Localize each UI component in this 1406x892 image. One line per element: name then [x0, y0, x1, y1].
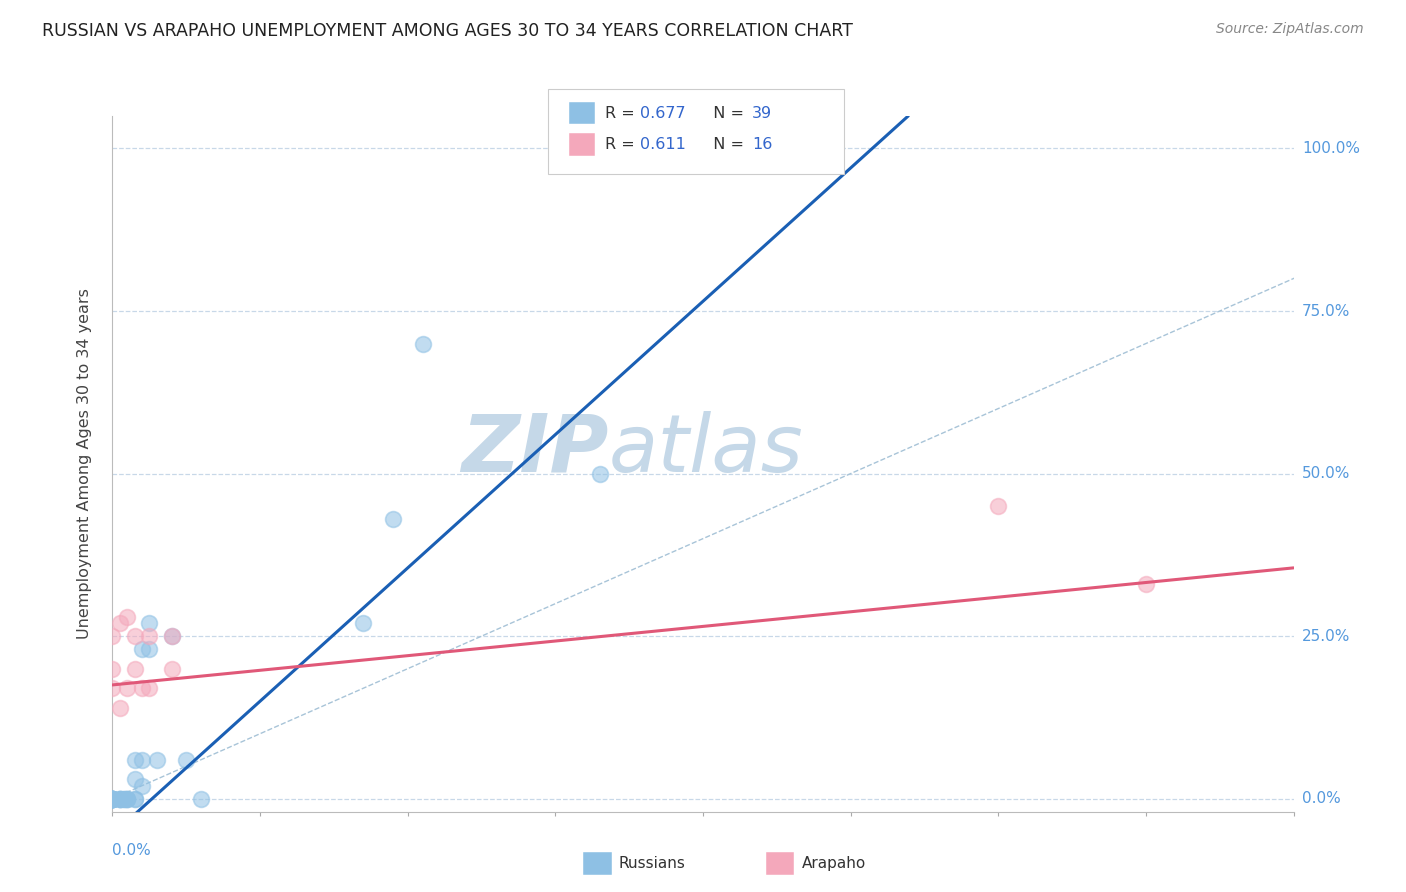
- Point: [101, 629, 124, 643]
- Point: [1135, 577, 1157, 591]
- Text: 0.0%: 0.0%: [1302, 791, 1340, 806]
- Point: [588, 467, 610, 481]
- Point: [160, 662, 183, 676]
- Point: [117, 791, 138, 805]
- Text: R =: R =: [605, 137, 644, 152]
- Y-axis label: Unemployment Among Ages 30 to 34 years: Unemployment Among Ages 30 to 34 years: [77, 288, 93, 640]
- Point: [112, 791, 135, 805]
- Point: [108, 791, 131, 805]
- Text: R =: R =: [605, 106, 640, 120]
- Text: 25.0%: 25.0%: [1302, 629, 1350, 644]
- Text: ZIP: ZIP: [461, 411, 609, 489]
- Point: [117, 681, 138, 695]
- Point: [382, 512, 405, 526]
- Point: [146, 753, 169, 767]
- Point: [101, 791, 124, 805]
- Point: [101, 791, 124, 805]
- Text: Russians: Russians: [619, 856, 686, 871]
- Point: [101, 791, 124, 805]
- Point: [124, 662, 146, 676]
- Point: [101, 791, 124, 805]
- Point: [190, 791, 212, 805]
- Point: [101, 791, 124, 805]
- Text: N =: N =: [703, 137, 749, 152]
- Text: RUSSIAN VS ARAPAHO UNEMPLOYMENT AMONG AGES 30 TO 34 YEARS CORRELATION CHART: RUSSIAN VS ARAPAHO UNEMPLOYMENT AMONG AG…: [42, 22, 853, 40]
- Text: 0.0%: 0.0%: [112, 843, 152, 858]
- Point: [131, 642, 153, 657]
- Point: [108, 700, 131, 714]
- Point: [124, 753, 146, 767]
- Point: [101, 791, 124, 805]
- Text: 39: 39: [752, 106, 772, 120]
- Point: [987, 499, 1010, 513]
- Point: [124, 791, 146, 805]
- Point: [174, 753, 197, 767]
- Point: [160, 629, 183, 643]
- Point: [131, 779, 153, 793]
- Point: [108, 616, 131, 631]
- Point: [101, 791, 124, 805]
- Point: [101, 791, 124, 805]
- Point: [160, 629, 183, 643]
- Point: [117, 791, 138, 805]
- Point: [138, 681, 160, 695]
- Text: Source: ZipAtlas.com: Source: ZipAtlas.com: [1216, 22, 1364, 37]
- Text: 75.0%: 75.0%: [1302, 303, 1350, 318]
- Point: [117, 791, 138, 805]
- Point: [138, 616, 160, 631]
- Point: [101, 791, 124, 805]
- Point: [101, 791, 124, 805]
- Text: Arapaho: Arapaho: [801, 856, 866, 871]
- Point: [108, 791, 131, 805]
- Point: [101, 791, 124, 805]
- Text: 100.0%: 100.0%: [1302, 141, 1360, 156]
- Point: [112, 791, 135, 805]
- Point: [124, 791, 146, 805]
- Point: [352, 616, 374, 631]
- Point: [138, 629, 160, 643]
- Text: 0.611: 0.611: [640, 137, 686, 152]
- Text: 16: 16: [752, 137, 772, 152]
- Text: 0.677: 0.677: [640, 106, 685, 120]
- Point: [117, 609, 138, 624]
- Point: [411, 336, 433, 351]
- Point: [124, 772, 146, 787]
- Point: [131, 753, 153, 767]
- Point: [124, 629, 146, 643]
- Text: atlas: atlas: [609, 411, 803, 489]
- Point: [108, 791, 131, 805]
- Text: 50.0%: 50.0%: [1302, 467, 1350, 481]
- Point: [131, 681, 153, 695]
- Point: [101, 662, 124, 676]
- Point: [108, 791, 131, 805]
- Text: N =: N =: [703, 106, 749, 120]
- Point: [101, 791, 124, 805]
- Point: [138, 642, 160, 657]
- Point: [101, 681, 124, 695]
- Point: [101, 791, 124, 805]
